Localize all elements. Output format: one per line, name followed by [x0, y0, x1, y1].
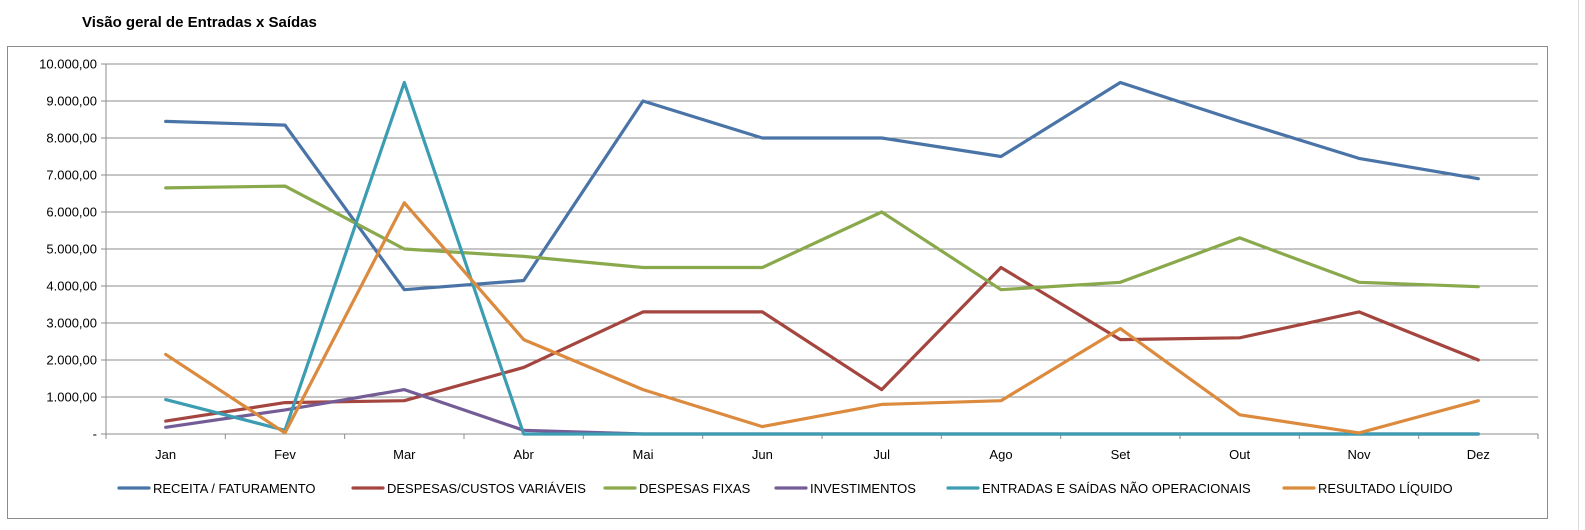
- series-line[interactable]: [164, 201, 1480, 435]
- series-line[interactable]: [164, 80, 1480, 436]
- y-tick-label: -: [93, 427, 97, 442]
- series-line[interactable]: [164, 80, 1480, 292]
- y-tick-label: 6.000,00: [46, 205, 97, 220]
- x-tick-label: Jul: [873, 447, 890, 462]
- legend-label: RESULTADO LÍQUIDO: [1318, 481, 1453, 496]
- y-tick-label: 2.000,00: [46, 353, 97, 368]
- line-chart: - 1.000,00 2.000,00 3.000,00 4.000,00 5.000,0…: [39, 57, 1539, 496]
- column-border: [1578, 0, 1579, 530]
- x-tick-label: Nov: [1347, 447, 1371, 462]
- series-lines: [164, 80, 1480, 436]
- y-tick-label: 5.000,00: [46, 242, 97, 257]
- x-tick-label: Mai: [633, 447, 654, 462]
- x-tick-label: Jun: [752, 447, 773, 462]
- axes: - 1.000,00 2.000,00 3.000,00 4.000,00 5.000,0…: [39, 57, 1539, 462]
- legend-label: DESPESAS FIXAS: [639, 481, 751, 496]
- series-line[interactable]: [164, 388, 1480, 436]
- x-tick-label: Fev: [274, 447, 296, 462]
- legend-label: ENTRADAS E SAÍDAS NÃO OPERACIONAIS: [982, 481, 1251, 496]
- y-tick-label: 7.000,00: [46, 168, 97, 183]
- x-tick-label: Jan: [155, 447, 176, 462]
- y-tick-label: 1.000,00: [46, 390, 97, 405]
- y-tick-label: 10.000,00: [39, 57, 97, 72]
- legend-label: INVESTIMENTOS: [810, 481, 916, 496]
- gridlines: [106, 63, 1538, 435]
- series-line[interactable]: [164, 265, 1480, 423]
- x-tick-label: Set: [1111, 447, 1131, 462]
- chart-area[interactable]: - 1.000,00 2.000,00 3.000,00 4.000,00 5.000,0…: [7, 46, 1548, 519]
- y-tick-label: 9.000,00: [46, 94, 97, 109]
- chart-title: Visão geral de Entradas x Saídas: [82, 14, 317, 31]
- y-tick-label: 3.000,00: [46, 316, 97, 331]
- legend-label: RECEITA / FATURAMENTO: [153, 481, 316, 496]
- y-tick-label: 8.000,00: [46, 131, 97, 146]
- y-tick-label: 4.000,00: [46, 279, 97, 294]
- legend: RECEITA / FATURAMENTO DESPESAS/CUSTOS VAR…: [117, 481, 1453, 496]
- x-tick-label: Dez: [1467, 447, 1490, 462]
- x-tick-label: Out: [1229, 447, 1250, 462]
- x-tick-label: Ago: [989, 447, 1012, 462]
- legend-label: DESPESAS/CUSTOS VARIÁVEIS: [387, 481, 586, 496]
- x-tick-label: Abr: [514, 447, 535, 462]
- x-tick-label: Mar: [393, 447, 416, 462]
